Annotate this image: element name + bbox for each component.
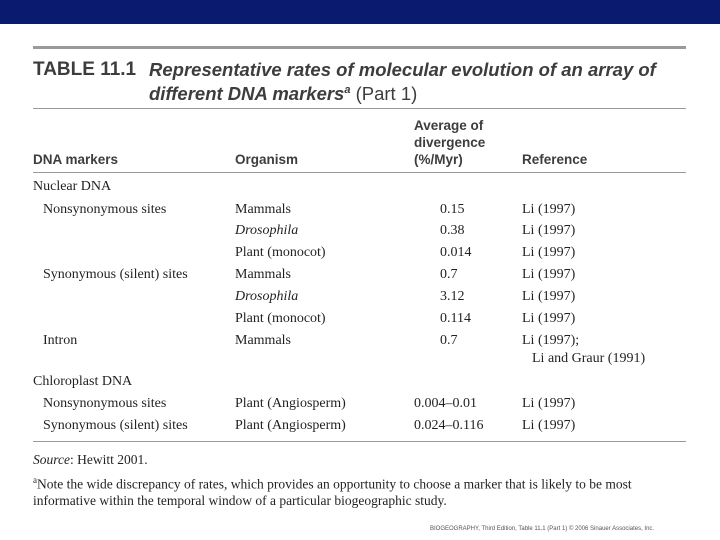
table-cell-value: 0.014 xyxy=(440,245,472,260)
table-cell-value: 0.024–0.116 xyxy=(414,418,484,433)
table-cell-marker: Nonsynonymous sites xyxy=(43,202,167,217)
table-cell-organism: Plant (monocot) xyxy=(235,245,326,260)
table-cell-value: 0.7 xyxy=(440,333,458,348)
source-label: Source xyxy=(33,452,70,467)
col-header-average-line1: Average of xyxy=(414,118,484,133)
section-label-nuclear: Nuclear DNA xyxy=(33,179,112,194)
footnote-text: Note the wide discrepancy of rates, whic… xyxy=(33,476,632,508)
table-cell-organism: Drosophila xyxy=(235,289,299,304)
copyright-footer: BIOGEOGRAPHY, Third Edition, Table 11.1 … xyxy=(430,526,655,532)
col-header-reference: Reference xyxy=(522,152,588,167)
table-cell-reference: Li (1997) xyxy=(522,245,576,260)
col-header-organism: Organism xyxy=(235,152,299,167)
header-rule xyxy=(33,172,686,173)
table-cell-reference-continued: Li and Graur (1991) xyxy=(532,351,646,366)
table-cell-reference: Li (1997) xyxy=(522,396,576,411)
table-cell-value: 0.7 xyxy=(440,267,458,282)
table-cell-organism: Mammals xyxy=(235,267,291,282)
table-cell-value: 0.38 xyxy=(440,223,465,238)
col-header-average-line3: (%/Myr) xyxy=(414,152,463,167)
col-header-marker: DNA markers xyxy=(33,152,119,167)
table-cell-reference: Li (1997) xyxy=(522,267,576,282)
table-title-text: Representative rates of molecular evolut… xyxy=(149,59,656,105)
source-text: : Hewitt 2001. xyxy=(70,452,148,467)
col-header-average: Average of divergence (%/Myr) xyxy=(414,117,485,168)
title-rule xyxy=(33,108,686,109)
table-cell-organism: Drosophila xyxy=(235,223,299,238)
table-bottom-rule xyxy=(33,441,686,442)
table-number: TABLE 11.1 xyxy=(33,59,137,80)
table-cell-value: 3.12 xyxy=(440,289,465,304)
table-cell-reference: Li (1997) xyxy=(522,202,576,217)
source-note: Source: Hewitt 2001. xyxy=(33,452,148,468)
table-cell-reference: Li (1997) xyxy=(522,418,576,433)
table-cell-organism: Mammals xyxy=(235,202,291,217)
table-cell-value: 0.114 xyxy=(440,311,471,326)
col-header-average-line2: divergence xyxy=(414,135,486,150)
footnote: aNote the wide discrepancy of rates, whi… xyxy=(33,472,683,509)
table-title-part: (Part 1) xyxy=(355,83,418,105)
top-header-bar xyxy=(0,0,720,24)
footnote-mark: a xyxy=(33,475,37,485)
table-cell-marker: Nonsynonymous sites xyxy=(43,396,167,411)
table-cell-marker: Intron xyxy=(43,333,78,348)
table-cell-organism: Plant (Angiosperm) xyxy=(235,396,346,411)
table-top-rule xyxy=(33,46,686,49)
table-cell-value: 0.004–0.01 xyxy=(414,396,477,411)
table-cell-organism: Plant (monocot) xyxy=(235,311,326,326)
table-cell-reference: Li (1997) xyxy=(522,223,576,238)
table-cell-value: 0.15 xyxy=(440,202,465,217)
section-label-chloroplast: Chloroplast DNA xyxy=(33,374,133,389)
table-cell-reference: Li (1997) xyxy=(522,311,576,326)
table-cell-organism: Mammals xyxy=(235,333,291,348)
table-cell-reference: Li (1997); xyxy=(522,333,580,348)
table-cell-marker: Synonymous (silent) sites xyxy=(43,267,188,282)
table-cell-marker: Synonymous (silent) sites xyxy=(43,418,188,433)
table-title-footnote-mark: a xyxy=(344,84,351,96)
table-title: Representative rates of molecular evolut… xyxy=(149,59,669,104)
table-cell-reference: Li (1997) xyxy=(522,289,576,304)
table-cell-organism: Plant (Angiosperm) xyxy=(235,418,346,433)
